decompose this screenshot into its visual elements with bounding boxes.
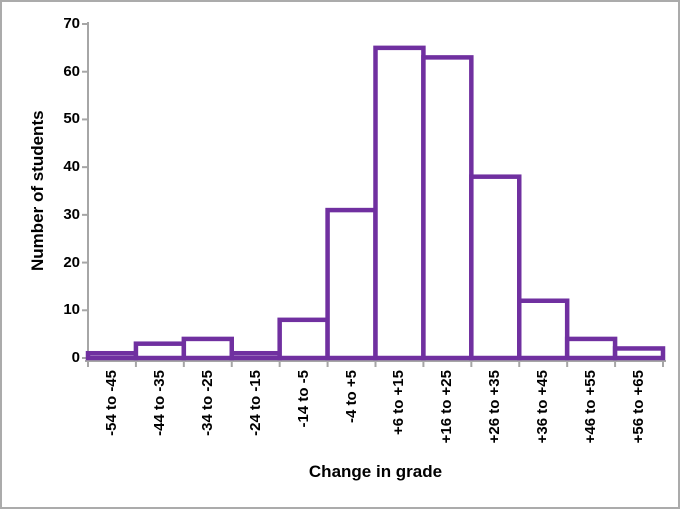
x-category-label: -34 to -25 — [198, 370, 216, 436]
x-category-label: +6 to +15 — [390, 370, 408, 436]
y-tick-label: 0 — [71, 349, 80, 366]
histogram-bar — [612, 346, 666, 361]
histogram-bar — [469, 174, 522, 361]
histogram-bar — [421, 55, 474, 361]
x-category-label: -4 to +5 — [342, 370, 360, 423]
x-category-label: +36 to +45 — [534, 370, 552, 444]
histogram-bar — [325, 207, 378, 361]
x-category-label: -44 to -35 — [150, 370, 168, 436]
y-tick-label: 60 — [63, 62, 80, 80]
x-category-label: +16 to +25 — [438, 370, 456, 444]
y-tick-label: 10 — [63, 301, 80, 319]
histogram-bar — [277, 317, 330, 361]
histogram-bar — [517, 298, 570, 361]
y-tick-label: 70 — [63, 15, 80, 32]
x-category-label: -14 to -5 — [294, 370, 312, 428]
y-tick-label: 40 — [63, 158, 80, 176]
histogram-bar — [564, 336, 618, 361]
histogram-bar — [229, 350, 282, 361]
y-tick-label: 30 — [63, 205, 80, 223]
x-category-label: -54 to -45 — [102, 370, 120, 436]
y-tick-label: 20 — [63, 253, 80, 271]
x-category-label: +56 to +65 — [630, 370, 648, 444]
x-axis-title: Change in grade — [308, 462, 443, 481]
y-tick-label: 50 — [63, 110, 80, 128]
histogram-bar — [373, 45, 426, 361]
x-category-label: +46 to +55 — [582, 370, 600, 444]
x-category-label: +26 to +35 — [486, 370, 504, 444]
x-category-label: -24 to -15 — [246, 370, 264, 436]
histogram-bar — [85, 350, 139, 361]
histogram-bar — [133, 341, 187, 361]
histogram-bar — [181, 336, 234, 361]
